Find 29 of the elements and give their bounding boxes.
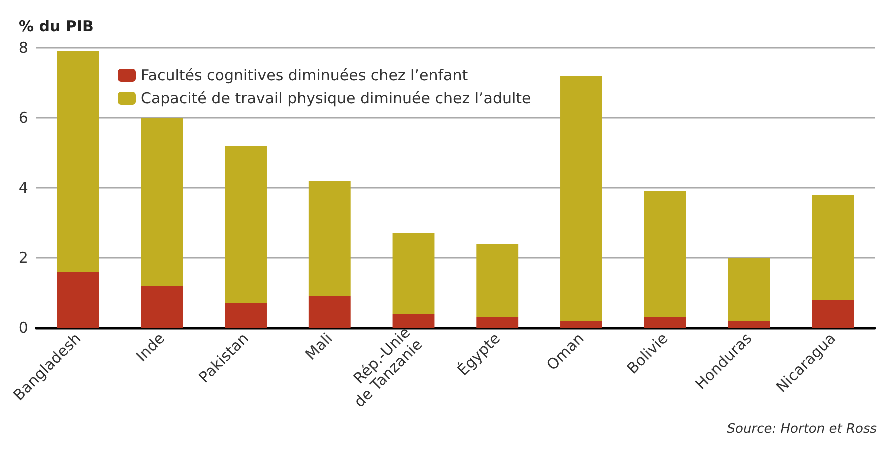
y-tick-label: 2 bbox=[18, 249, 28, 267]
bar bbox=[812, 195, 854, 300]
bar bbox=[476, 318, 519, 328]
bar bbox=[644, 192, 686, 318]
bar bbox=[57, 52, 100, 272]
legend-label: Facultés cognitives diminuées chez l’enfant bbox=[141, 66, 468, 84]
bar bbox=[644, 318, 686, 328]
y-tick-label: 4 bbox=[18, 179, 28, 197]
y-tick-label: 6 bbox=[18, 109, 28, 127]
bar bbox=[57, 272, 100, 328]
bar bbox=[308, 296, 351, 328]
y-axis-title: % du PIB bbox=[19, 18, 94, 36]
y-tick-label: 8 bbox=[18, 39, 28, 57]
bar bbox=[728, 258, 770, 321]
bar bbox=[141, 118, 184, 286]
bar bbox=[728, 321, 770, 328]
bar bbox=[560, 321, 602, 328]
bar bbox=[812, 300, 854, 328]
bar bbox=[225, 304, 267, 328]
bar bbox=[392, 314, 435, 328]
bar bbox=[141, 286, 184, 328]
bar bbox=[560, 76, 602, 321]
bar bbox=[308, 181, 351, 296]
bar bbox=[476, 244, 519, 318]
bar bbox=[392, 234, 435, 314]
y-tick-label: 0 bbox=[18, 319, 28, 337]
bar bbox=[225, 146, 267, 304]
legend-label: Capacité de travail physique diminuée chez l’adulte bbox=[141, 90, 532, 108]
source-note: Source: Horton et Ross bbox=[727, 422, 878, 437]
